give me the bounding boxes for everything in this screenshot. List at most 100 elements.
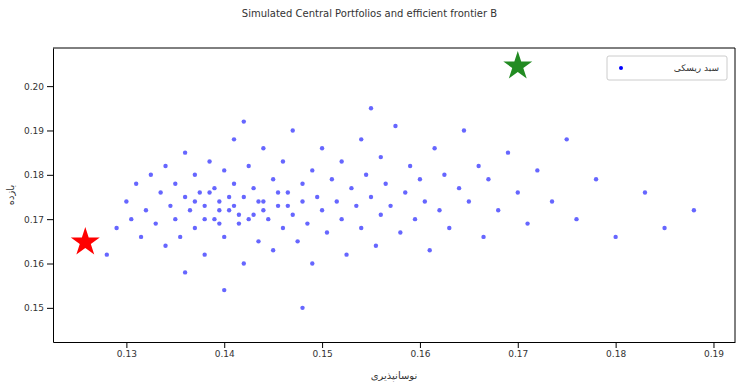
point <box>202 252 206 256</box>
y-tick-label: 0.16 <box>24 259 44 269</box>
x-axis-label: نوسانپذیری <box>371 370 418 382</box>
point <box>222 288 226 292</box>
point <box>261 199 265 203</box>
point <box>662 226 666 230</box>
point <box>178 235 182 239</box>
point <box>139 235 143 239</box>
point <box>325 230 329 234</box>
point <box>320 208 324 212</box>
point <box>305 221 309 225</box>
x-tick-label: 0.13 <box>117 349 137 359</box>
point <box>188 208 192 212</box>
point <box>271 248 275 252</box>
y-tick-mark <box>47 219 53 220</box>
point <box>149 173 153 177</box>
point <box>300 306 304 310</box>
point <box>369 195 373 199</box>
point <box>379 155 383 159</box>
point <box>217 221 221 225</box>
point <box>613 235 617 239</box>
point <box>242 119 246 123</box>
point <box>227 195 231 199</box>
point <box>183 150 187 154</box>
y-tick-mark <box>47 264 53 265</box>
point <box>344 252 348 256</box>
point <box>516 190 520 194</box>
point <box>193 226 197 230</box>
point <box>222 168 226 172</box>
point <box>486 177 490 181</box>
point <box>354 204 358 208</box>
point <box>476 164 480 168</box>
point <box>462 128 466 132</box>
legend-box <box>607 56 727 80</box>
title: Simulated Central Portfolios and efficie… <box>242 8 498 19</box>
point <box>251 186 255 190</box>
point <box>202 217 206 221</box>
x-tick: 0.15 <box>313 342 333 359</box>
point <box>565 137 569 141</box>
point <box>212 217 216 221</box>
point <box>173 181 177 185</box>
x-tick-label: 0.15 <box>313 349 333 359</box>
x-axis-line <box>54 342 736 343</box>
point <box>105 252 109 256</box>
point <box>506 150 510 154</box>
point <box>198 190 202 194</box>
point <box>643 190 647 194</box>
y-tick-mark <box>47 130 53 131</box>
point <box>217 199 221 203</box>
frame <box>735 48 736 342</box>
point <box>207 190 211 194</box>
point <box>286 190 290 194</box>
point <box>183 195 187 199</box>
point <box>227 208 231 212</box>
point <box>232 137 236 141</box>
point <box>295 239 299 243</box>
point <box>271 177 275 181</box>
x-tick: 0.13 <box>117 342 137 359</box>
y-tick-mark <box>47 175 53 176</box>
point <box>408 164 412 168</box>
point <box>246 217 250 221</box>
point <box>163 164 167 168</box>
point <box>291 128 295 132</box>
y-tick-label: 0.17 <box>24 215 44 225</box>
y-tick-label: 0.15 <box>24 303 44 313</box>
point <box>193 199 197 203</box>
y-axis: 0.150.160.170.180.190.20 <box>24 49 54 343</box>
legend-marker <box>619 66 623 70</box>
point <box>286 204 290 208</box>
x-tick: 0.16 <box>410 342 430 359</box>
point <box>403 190 407 194</box>
point <box>383 181 387 185</box>
point <box>594 177 598 181</box>
x-tick-mark <box>420 342 421 348</box>
star-point <box>71 227 100 255</box>
point <box>379 213 383 217</box>
point <box>237 213 241 217</box>
x-tick-mark <box>616 342 617 348</box>
point <box>154 221 158 225</box>
point <box>276 204 280 208</box>
point <box>335 199 339 203</box>
plot: 0.130.140.150.160.170.180.190.150.160.17… <box>24 48 736 359</box>
y-axis-label: بازده <box>5 185 16 205</box>
x-tick: 0.14 <box>215 342 235 359</box>
point <box>481 235 485 239</box>
y-tick-label: 0.19 <box>24 126 44 136</box>
legend: سبد ریسکی <box>607 56 727 80</box>
point <box>173 217 177 221</box>
point <box>124 199 128 203</box>
point <box>315 195 319 199</box>
marks <box>71 51 696 310</box>
point <box>550 199 554 203</box>
point <box>281 159 285 163</box>
x-tick-mark <box>224 342 225 348</box>
point <box>291 213 295 217</box>
point <box>388 204 392 208</box>
point <box>261 146 265 150</box>
point <box>183 270 187 274</box>
point <box>207 159 211 163</box>
point <box>222 235 226 239</box>
